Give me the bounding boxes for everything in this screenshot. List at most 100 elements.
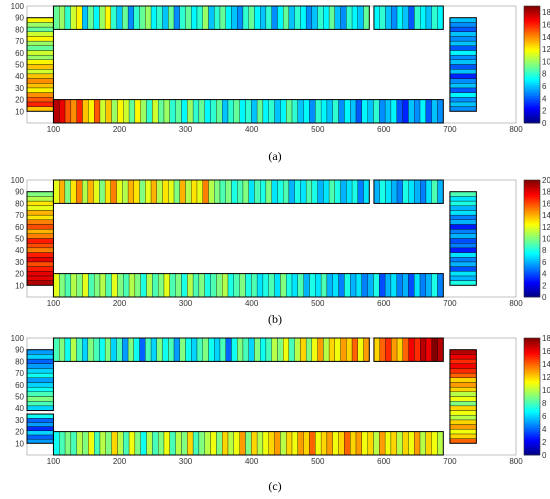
strip-cell	[110, 5, 117, 30]
strip-cell	[210, 431, 217, 456]
colorbar-band	[524, 429, 540, 432]
y-tick-label: 90	[15, 188, 24, 197]
colorbar-band	[524, 341, 540, 344]
strip-cell	[76, 337, 83, 362]
colorbar-band	[524, 187, 540, 190]
block-cell	[26, 59, 54, 65]
strip-cell	[283, 179, 290, 204]
colorbar-band	[524, 214, 540, 217]
colorbar-band	[524, 431, 540, 434]
colorbar-band	[524, 442, 540, 445]
strip-cell	[260, 337, 267, 362]
colorbar-band	[524, 273, 540, 276]
block-cell	[449, 419, 477, 425]
strip-cell	[391, 337, 398, 362]
colorbar-tick-label: 16	[542, 347, 550, 356]
colorbar-band	[524, 9, 540, 12]
strip-cell	[117, 431, 124, 456]
colorbar-band	[524, 198, 540, 201]
block-outline	[449, 17, 477, 112]
strip-cell	[268, 431, 275, 456]
right-block	[449, 349, 477, 444]
strip-cell	[251, 431, 258, 456]
block-cell	[26, 87, 54, 93]
colorbar-band	[524, 267, 540, 270]
strip-cell	[163, 273, 170, 298]
colorbar: 0 2 4 6 8 10 12 14 16 18 20	[523, 176, 550, 302]
y-tick-label: 100	[11, 334, 25, 343]
strip-cell	[390, 431, 397, 456]
strip-cell	[105, 273, 112, 298]
colorbar-band	[524, 339, 540, 343]
strip-cell	[168, 179, 175, 204]
colorbar-band	[524, 203, 540, 206]
colorbar-band	[524, 295, 540, 298]
strip-cell	[81, 337, 89, 362]
strip-cell	[93, 337, 100, 362]
strip-cell	[248, 179, 255, 204]
strip-cell	[181, 99, 188, 124]
colorbar-band	[524, 183, 540, 186]
strip-outline	[52, 337, 370, 362]
strip-cell	[344, 99, 351, 124]
strip-cell	[309, 273, 316, 298]
colorbar-tick-label: 12	[542, 223, 550, 232]
block-cell	[26, 434, 54, 440]
strip-cell	[122, 5, 129, 30]
colorbar-band	[524, 376, 540, 379]
strip-cell	[214, 337, 221, 362]
block-cell	[26, 354, 54, 360]
colorbar-band	[524, 68, 540, 71]
strip-cell	[152, 99, 159, 124]
strip-cell	[76, 431, 83, 456]
strip-cell	[414, 273, 421, 298]
strip-cell	[300, 5, 307, 30]
block-cell	[26, 430, 54, 436]
strip-cell	[94, 273, 101, 298]
colorbar-band	[524, 24, 540, 27]
colorbar-band	[524, 293, 540, 296]
panel-3: 100 200 300 400 500 600 700 8001020304050607080…	[11, 334, 550, 493]
strip-cell	[379, 273, 386, 298]
strip-cell	[64, 179, 71, 204]
strip-cell	[396, 431, 403, 456]
strip-cell	[59, 5, 66, 30]
strip-cell	[408, 273, 415, 298]
strip-cell	[59, 337, 66, 362]
strip-cell	[373, 337, 380, 362]
strip-cell	[53, 99, 60, 124]
block-cell	[26, 349, 54, 355]
strip-cell	[105, 99, 112, 124]
right-block	[449, 17, 477, 112]
strip-cell	[396, 5, 403, 30]
strip-cell	[294, 179, 301, 204]
strip-cell	[105, 431, 112, 456]
block-cell	[26, 275, 54, 281]
strip-cell	[242, 337, 249, 362]
block-cell	[449, 382, 477, 388]
colorbar-band	[524, 113, 540, 117]
strip-cell	[185, 5, 192, 30]
strip-cell	[82, 431, 89, 456]
strip-cell	[99, 5, 106, 30]
strip-cell	[317, 5, 324, 30]
block-cell	[26, 280, 54, 286]
colorbar-band	[524, 99, 540, 102]
strip-cell	[274, 431, 281, 456]
colorbar-band	[524, 33, 540, 36]
colorbar-band	[524, 212, 540, 216]
colorbar-tick-label: 8	[542, 246, 547, 255]
strip-cell	[271, 337, 278, 362]
strip-cell	[396, 99, 403, 124]
y-tick-label: 70	[15, 37, 24, 46]
strip-cell	[128, 99, 136, 124]
x-tick-label: 200	[113, 299, 127, 308]
y-tick-label: 60	[15, 381, 24, 390]
strip-cell	[99, 179, 106, 204]
strip-cell	[437, 99, 444, 124]
strip-cell	[414, 99, 421, 124]
strip-cell	[237, 5, 244, 30]
strip-cell	[70, 431, 77, 456]
strip-cell	[256, 273, 264, 298]
strip-cell	[219, 5, 226, 30]
